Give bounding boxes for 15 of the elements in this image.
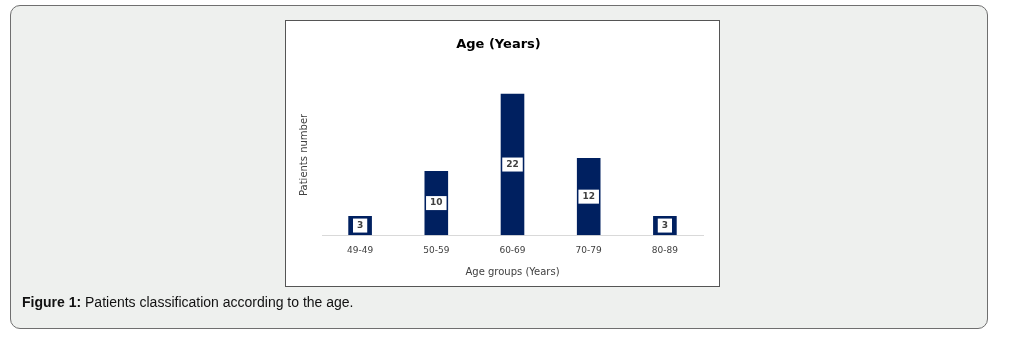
y-axis-title: Patients number: [297, 112, 309, 197]
data-label: 3: [356, 219, 364, 230]
bar: [500, 93, 525, 236]
chart-title: Age (Years): [456, 36, 541, 52]
data-label: 3: [661, 219, 669, 230]
x-tick-label: 80-89: [651, 244, 679, 255]
data-label: 22: [506, 158, 519, 169]
x-axis-title: Age groups (Years): [465, 265, 560, 277]
x-tick-label: 49-49: [347, 244, 374, 255]
data-label: 10: [430, 197, 443, 208]
x-tick-label: 60-69: [499, 244, 526, 255]
x-tick-label: 50-59: [423, 244, 450, 255]
x-tick-label: 70-79: [575, 244, 603, 255]
data-label: 12: [582, 191, 595, 201]
caption: Figure 1: Patients classification according to the age.: [22, 294, 354, 310]
